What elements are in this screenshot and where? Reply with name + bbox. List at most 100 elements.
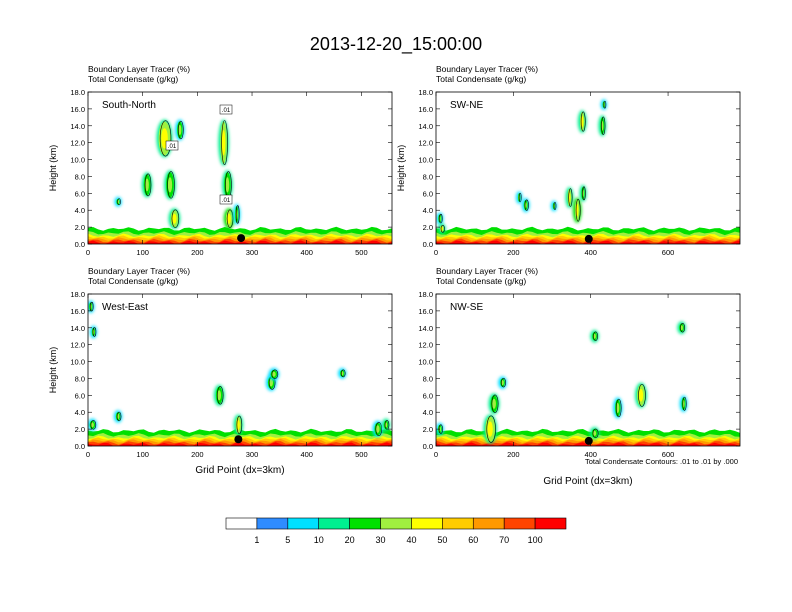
tracer-plume-core xyxy=(384,422,388,428)
panel-subtitle: Total Condensate (g/kg) xyxy=(436,276,526,286)
y-tick-label: 18.0 xyxy=(418,88,433,97)
y-tick-label: 2.0 xyxy=(423,223,433,232)
y-tick-label: 6.0 xyxy=(423,189,433,198)
tracer-plume-core xyxy=(269,378,273,387)
x-tick-label: 500 xyxy=(355,450,368,459)
tracer-plume-core xyxy=(638,389,644,402)
tracer-plume-core xyxy=(167,177,173,193)
x-tick-label: 400 xyxy=(300,450,313,459)
condensate-contour xyxy=(580,111,586,132)
tracer-plume-core xyxy=(227,213,231,224)
condensate-contour xyxy=(680,323,685,333)
x-tick-label: 300 xyxy=(246,450,259,459)
y-tick-label: 18.0 xyxy=(70,88,85,97)
colorbar-swatch xyxy=(442,517,474,530)
condensate-contour xyxy=(226,209,234,228)
condensate-contour xyxy=(553,202,557,210)
x-tick-label: 0 xyxy=(86,450,90,459)
y-tick-label: 4.0 xyxy=(423,206,433,215)
y-tick-label: 12.0 xyxy=(70,139,85,148)
y-tick-label: 10.0 xyxy=(418,358,433,367)
tracer-plume-core xyxy=(375,425,380,433)
colorbar-label: 5 xyxy=(285,535,290,545)
condensate-contour xyxy=(593,331,598,341)
tracer-plume-core xyxy=(116,413,120,419)
tracer-plume-core xyxy=(580,115,584,128)
condensate-contour xyxy=(216,386,224,405)
panel-subtitle: Boundary Layer Tracer (%) xyxy=(436,64,538,74)
panel-subtitle: Boundary Layer Tracer (%) xyxy=(436,266,538,276)
y-tick-label: 2.0 xyxy=(75,223,85,232)
tracer-plume-core xyxy=(341,371,344,376)
colorbar-label: 50 xyxy=(437,535,447,545)
x-tick-label: 200 xyxy=(507,248,520,257)
condensate-contour xyxy=(439,213,443,224)
y-tick-label: 18.0 xyxy=(418,290,433,299)
colorbar-swatch xyxy=(411,517,443,530)
colorbar-swatch xyxy=(349,517,381,530)
condensate-contour xyxy=(518,192,522,203)
panel-subtitle: Total Condensate (g/kg) xyxy=(88,276,178,286)
tracer-plume-core xyxy=(225,177,230,193)
colorbar-swatch xyxy=(534,517,567,530)
y-axis-label: Height (km) xyxy=(48,347,58,394)
colorbar-swatch xyxy=(503,517,536,530)
contour-label: .01 xyxy=(222,108,231,114)
x-tick-label: 500 xyxy=(355,248,368,257)
colorbar-swatch xyxy=(380,517,412,530)
condensate-contour xyxy=(682,396,687,411)
x-tick-label: 200 xyxy=(191,450,204,459)
tracer-plume-core xyxy=(616,402,620,414)
y-tick-label: 18.0 xyxy=(70,290,85,299)
x-tick-label: 200 xyxy=(507,450,520,459)
y-tick-label: 0.0 xyxy=(75,240,85,249)
location-marker xyxy=(584,436,593,445)
tracer-plume-core xyxy=(217,390,222,401)
colorbar-label: 100 xyxy=(528,535,543,545)
y-tick-label: 16.0 xyxy=(418,307,433,316)
y-axis-label: Height (km) xyxy=(396,145,406,192)
x-tick-label: 400 xyxy=(584,248,597,257)
tracer-plume-core xyxy=(593,333,596,339)
y-tick-label: 12.0 xyxy=(70,341,85,350)
plot-frame xyxy=(87,293,393,447)
panel-3: Boundary Layer Tracer (%)Total Condensat… xyxy=(418,266,741,487)
condensate-contour xyxy=(603,100,607,109)
condensate-contour xyxy=(178,120,184,140)
colorbar-label: 30 xyxy=(376,535,386,545)
y-tick-label: 0.0 xyxy=(423,442,433,451)
y-tick-label: 16.0 xyxy=(70,105,85,114)
y-tick-label: 14.0 xyxy=(418,122,433,131)
tracer-plume-core xyxy=(145,178,149,192)
condensate-contour xyxy=(340,369,346,378)
y-axis-label: Height (km) xyxy=(48,145,58,192)
panel-1: Boundary Layer Tracer (%)Total Condensat… xyxy=(396,64,741,257)
x-tick-label: 100 xyxy=(136,450,149,459)
y-tick-label: 14.0 xyxy=(70,324,85,333)
tracer-plume-core xyxy=(575,203,579,217)
location-marker xyxy=(234,435,243,444)
condensate-contour xyxy=(236,415,243,435)
tracer-plume-core xyxy=(90,422,94,428)
x-tick-label: 200 xyxy=(191,248,204,257)
colorbar-swatch xyxy=(287,517,320,530)
condensate-contour xyxy=(601,116,606,135)
x-tick-label: 600 xyxy=(662,450,675,459)
contour-label-box xyxy=(219,194,233,205)
y-tick-label: 8.0 xyxy=(423,374,433,383)
y-tick-label: 0.0 xyxy=(423,240,433,249)
boundary-layer-band xyxy=(88,240,392,244)
y-tick-label: 16.0 xyxy=(418,105,433,114)
y-tick-label: 10.0 xyxy=(70,358,85,367)
y-tick-label: 8.0 xyxy=(75,172,85,181)
condensate-contour xyxy=(159,120,172,157)
x-tick-label: 0 xyxy=(434,248,438,257)
tracer-plume-core xyxy=(501,380,504,386)
tracer-plume-core xyxy=(487,421,493,437)
condensate-contour xyxy=(638,383,646,407)
condensate-contour xyxy=(144,173,152,197)
y-tick-label: 10.0 xyxy=(418,156,433,165)
colorbar-label: 10 xyxy=(314,535,324,545)
condensate-contour xyxy=(116,411,122,422)
x-tick-label: 0 xyxy=(434,450,438,459)
